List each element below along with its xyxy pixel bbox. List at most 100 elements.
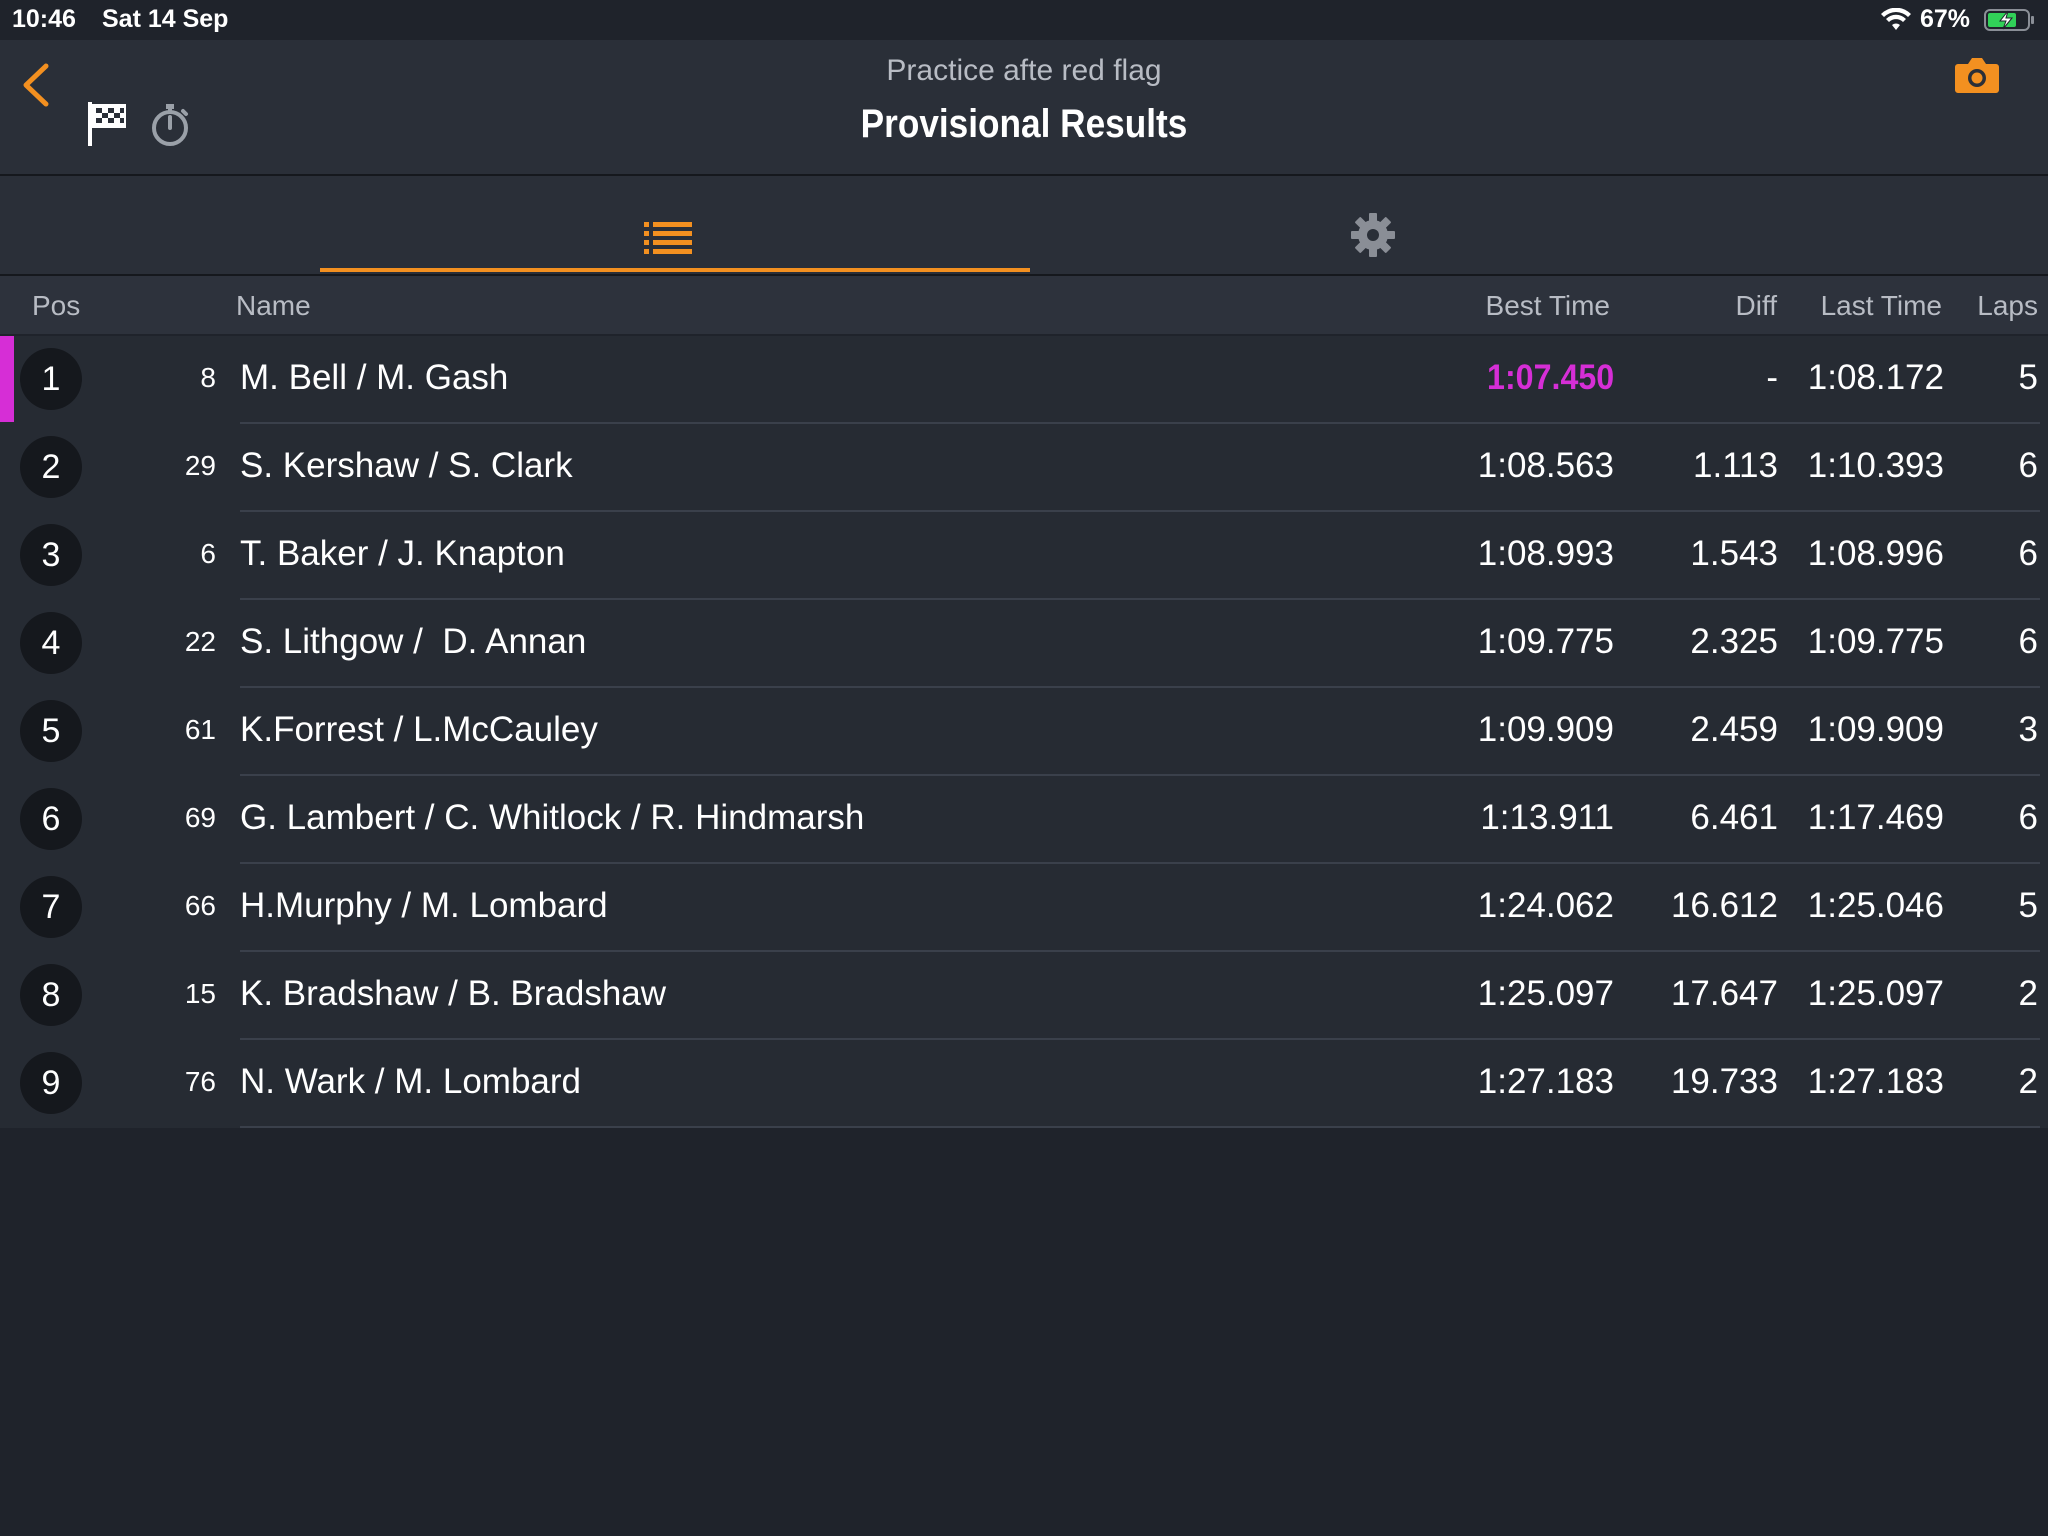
position-badge: 7 (20, 876, 82, 938)
laps: 5 (2018, 886, 2038, 925)
best-time: 1:07.450 (1486, 358, 1614, 397)
car-number: 61 (184, 714, 216, 745)
best-time: 1:13.911 (1480, 798, 1614, 837)
diff: 16.612 (1670, 886, 1778, 925)
position-badge: 3 (20, 524, 82, 586)
tab-results-list[interactable] (320, 176, 1030, 274)
status-date: Sat 14 Sep (102, 5, 229, 33)
status-bar: 10:46 Sat 14 Sep 67% (0, 0, 2048, 40)
driver-names: K. Bradshaw / B. Bradshaw (240, 974, 667, 1013)
last-time: 1:08.996 (1807, 534, 1944, 573)
table-header: Pos Name Best Time Diff Last Time Laps (0, 276, 2048, 334)
tab-settings[interactable] (1040, 176, 1712, 274)
laps: 5 (2018, 358, 2038, 397)
table-row[interactable]: 8 15 K. Bradshaw / B. Bradshaw 1:25.097 … (0, 952, 2048, 1040)
diff: 19.733 (1670, 1062, 1778, 1101)
laps: 3 (2018, 710, 2038, 749)
wifi-icon (1881, 8, 1911, 30)
position-badge: 6 (20, 788, 82, 850)
status-time: 10:46 (12, 5, 76, 33)
position-badge: 4 (20, 612, 82, 674)
car-number: 69 (184, 802, 216, 833)
gear-icon (1351, 213, 1395, 257)
position-badge: 1 (20, 348, 82, 410)
column-name: Name (236, 290, 311, 321)
column-best-time: Best Time (1485, 290, 1610, 321)
last-time: 1:10.393 (1807, 446, 1944, 485)
header: Practice afte red flag Provisional Resul… (0, 40, 2048, 176)
diff: 6.461 (1690, 798, 1778, 837)
diff: 17.647 (1670, 974, 1778, 1013)
chevron-left-icon[interactable] (16, 60, 56, 110)
position-badge: 5 (20, 700, 82, 762)
table-row[interactable]: 9 76 N. Wark / M. Lombard 1:27.183 19.73… (0, 1040, 2048, 1128)
diff: 1.113 (1693, 446, 1778, 485)
car-number: 6 (200, 538, 216, 569)
table-row[interactable]: 7 66 H.Murphy / M. Lombard 1:24.062 16.6… (0, 864, 2048, 952)
best-time: 1:08.993 (1477, 534, 1614, 573)
best-time: 1:08.563 (1477, 446, 1614, 485)
driver-names: S. Lithgow / D. Annan (240, 622, 587, 661)
laps: 6 (2018, 534, 2038, 573)
last-time: 1:25.097 (1807, 974, 1944, 1013)
last-time: 1:09.909 (1807, 710, 1944, 749)
camera-icon[interactable] (1954, 54, 2000, 94)
driver-names: M. Bell / M. Gash (240, 358, 509, 397)
driver-names: K.Forrest / L.McCauley (240, 710, 598, 749)
last-time: 1:08.172 (1807, 358, 1944, 397)
battery-percent: 67% (1920, 5, 1971, 33)
column-diff: Diff (1735, 290, 1778, 321)
diff: 2.459 (1690, 710, 1778, 749)
car-number: 76 (184, 1066, 216, 1097)
table-row[interactable]: 6 69 G. Lambert / C. Whitlock / R. Hindm… (0, 776, 2048, 864)
driver-names: G. Lambert / C. Whitlock / R. Hindmarsh (240, 798, 865, 837)
last-time: 1:25.046 (1807, 886, 1944, 925)
last-time: 1:17.469 (1807, 798, 1944, 837)
table-row[interactable]: 3 6 T. Baker / J. Knapton 1:08.993 1.543… (0, 512, 2048, 600)
active-tab-indicator (320, 268, 1030, 272)
laps: 2 (2018, 1062, 2038, 1101)
driver-names: N. Wark / M. Lombard (240, 1062, 581, 1101)
session-subtitle: Practice afte red flag (886, 54, 1162, 87)
list-icon (644, 222, 692, 254)
laps: 6 (2018, 622, 2038, 661)
laps: 6 (2018, 798, 2038, 837)
battery-charging-icon (1984, 9, 2034, 31)
last-time: 1:09.775 (1807, 622, 1944, 661)
laps: 2 (2018, 974, 2038, 1013)
diff: 2.325 (1690, 622, 1778, 661)
car-number: 66 (184, 890, 216, 921)
best-time: 1:27.183 (1477, 1062, 1614, 1101)
column-laps: Laps (1977, 290, 2038, 321)
table-row[interactable]: 1 8 M. Bell / M. Gash 1:07.450 - 1:08.17… (0, 336, 2048, 424)
driver-names: H.Murphy / M. Lombard (240, 886, 608, 925)
car-number: 8 (200, 362, 216, 393)
best-time: 1:25.097 (1477, 974, 1614, 1013)
car-number: 22 (184, 626, 216, 657)
car-number: 15 (184, 978, 216, 1009)
position-badge: 2 (20, 436, 82, 498)
table-row[interactable]: 4 22 S. Lithgow / D. Annan 1:09.775 2.32… (0, 600, 2048, 688)
diff: 1.543 (1690, 534, 1778, 573)
column-last-time: Last Time (1820, 290, 1942, 321)
position-badge: 8 (20, 964, 82, 1026)
page-title: Provisional Results (860, 102, 1188, 146)
diff: - (1766, 358, 1778, 397)
best-time: 1:24.062 (1477, 886, 1614, 925)
fastest-lap-marker (0, 336, 14, 422)
column-pos: Pos (32, 290, 81, 321)
driver-names: S. Kershaw / S. Clark (240, 446, 573, 485)
best-time: 1:09.775 (1477, 622, 1614, 661)
driver-names: T. Baker / J. Knapton (240, 534, 565, 573)
stopwatch-icon[interactable] (150, 102, 190, 148)
tab-bar (0, 176, 2048, 276)
last-time: 1:27.183 (1807, 1062, 1944, 1101)
position-badge: 9 (20, 1052, 82, 1114)
table-row[interactable]: 5 61 K.Forrest / L.McCauley 1:09.909 2.4… (0, 688, 2048, 776)
laps: 6 (2018, 446, 2038, 485)
checkered-flag-icon[interactable] (86, 100, 130, 148)
results-table: 1 8 M. Bell / M. Gash 1:07.450 - 1:08.17… (0, 336, 2048, 1128)
car-number: 29 (184, 450, 216, 481)
table-row[interactable]: 2 29 S. Kershaw / S. Clark 1:08.563 1.11… (0, 424, 2048, 512)
best-time: 1:09.909 (1477, 710, 1614, 749)
